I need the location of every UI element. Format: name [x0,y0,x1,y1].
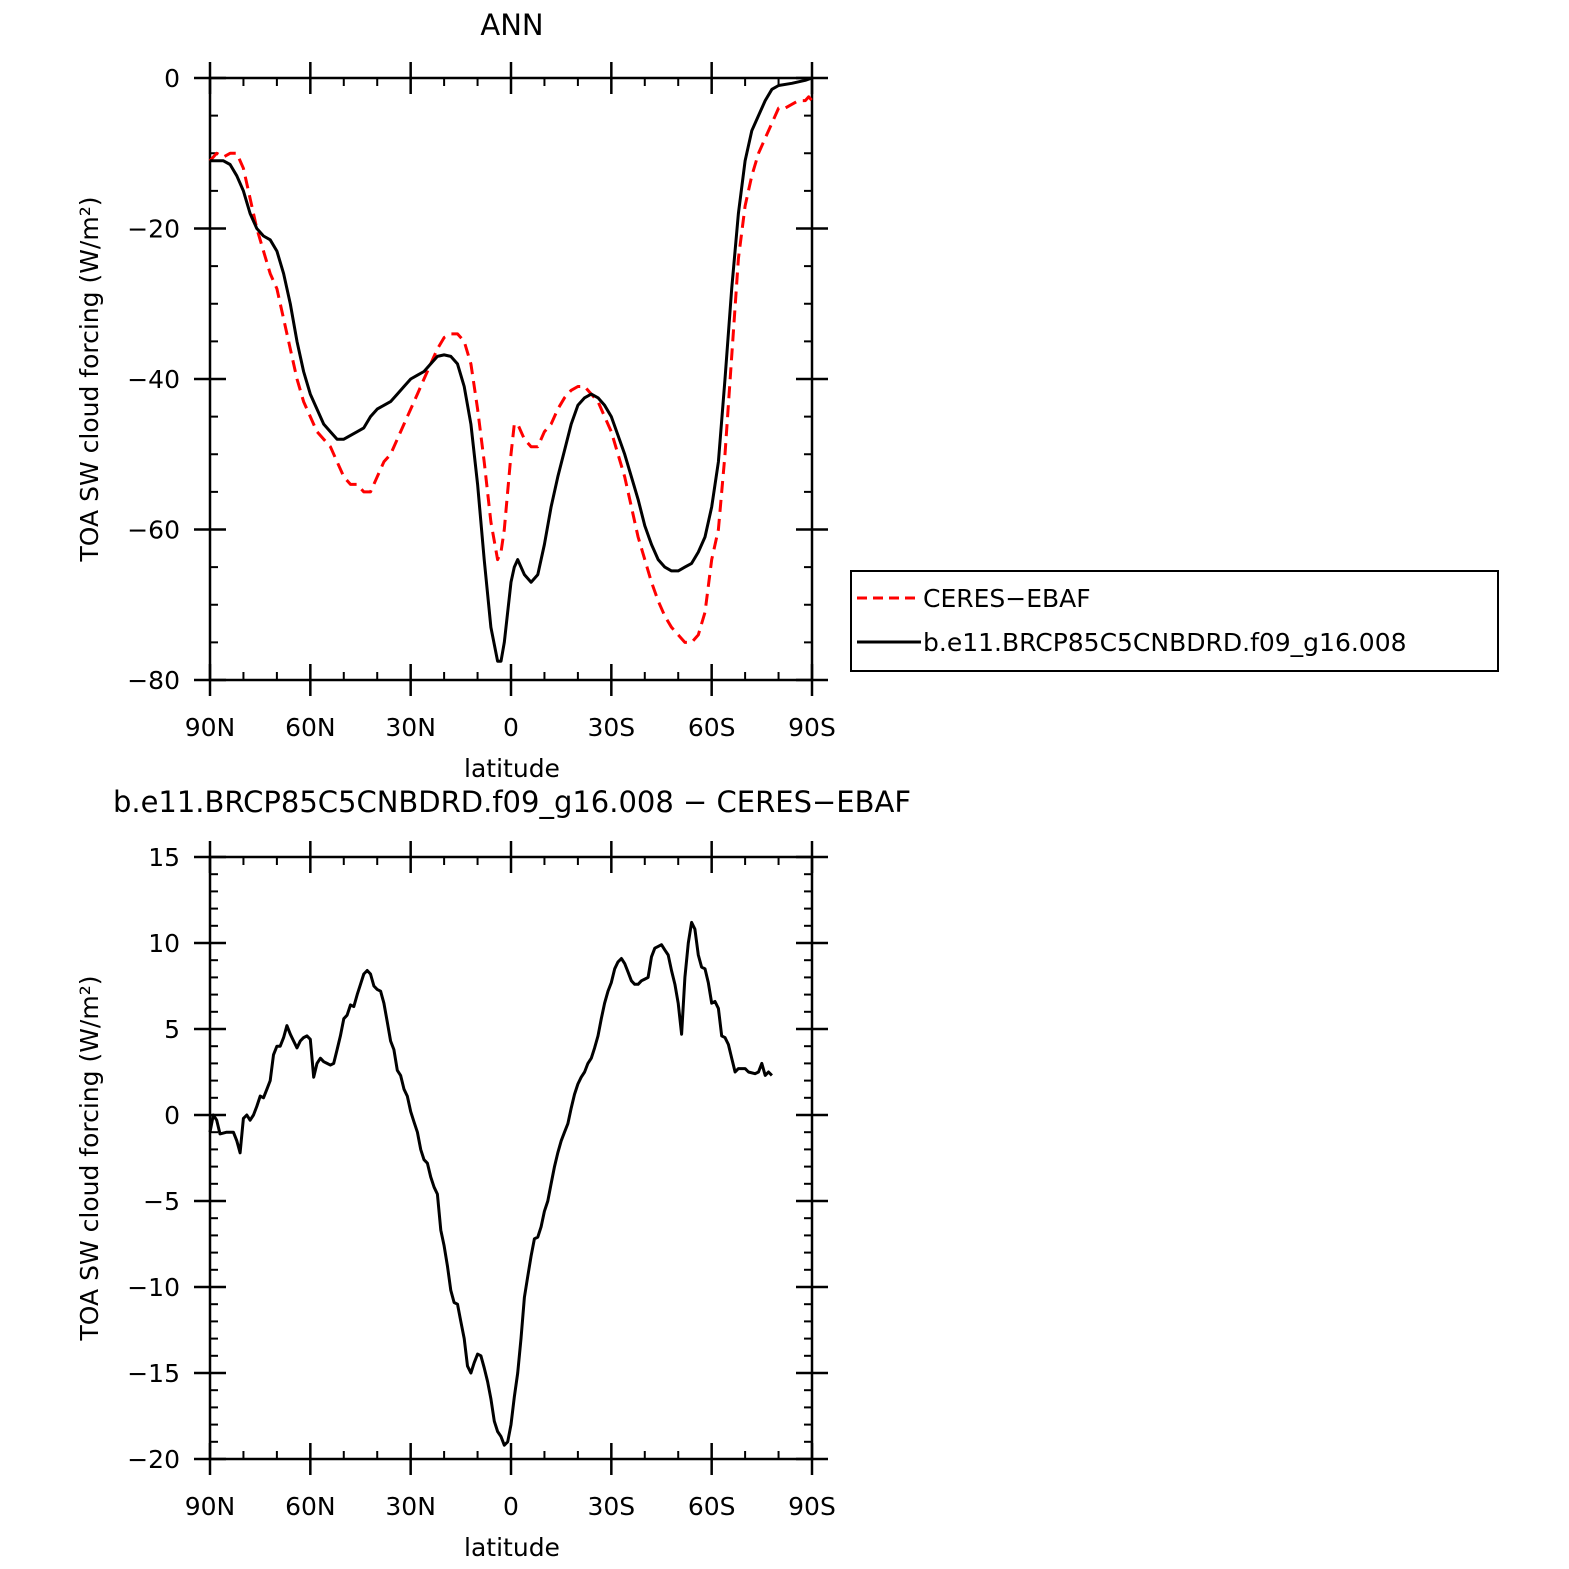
panel1-title: ANN [480,8,543,42]
x-tick-label: 90N [185,1492,236,1521]
x-tick-label: 90N [185,713,236,742]
legend-box [850,570,1499,672]
y-tick-label: −10 [127,1273,180,1302]
series-line-model [210,76,813,663]
x-tick-label: 0 [503,713,519,742]
x-tick-label: 60S [688,713,736,742]
y-tick-label: 5 [164,1015,180,1044]
panel2-ylabel: TOA SW cloud forcing (W/m²) [75,976,104,1342]
legend-label-obs: CERES−EBAF [923,584,1091,613]
x-tick-label: 30S [587,1492,635,1521]
y-tick-label: −80 [127,666,180,695]
series-line-model [208,920,773,1447]
y-tick-label: −15 [127,1359,180,1388]
x-tick-label: 60N [285,1492,336,1521]
x-tick-label: 90S [788,1492,836,1521]
panel2-xlabel: latitude [464,1533,560,1562]
x-tick-label: 60N [285,713,336,742]
y-tick-label: −60 [127,516,180,545]
x-tick-label: 0 [503,1492,519,1521]
panel1-plot: 90N 60N 30N 0 30S 60S 90S 0 −20 −40 −60 −80 [127,62,836,742]
y-tick-label: 10 [148,929,180,958]
panel2-title: b.e11.BRCP85C5CNBDRD.f09_g16.008 − CERES… [113,785,911,819]
panel2-plot: 90N 60N 30N 0 30S 60S 90S 15 10 5 0 −5 −10 −15 −20 [127,841,836,1521]
y-tick-label: 0 [164,64,180,93]
y-tick-label: 15 [148,843,180,872]
x-tick-label: 60S [688,1492,736,1521]
x-tick-label: 30S [587,713,635,742]
legend: CERES−EBAF b.e11.BRCP85C5CNBDRD.f09_g16.… [850,570,1499,672]
y-tick-label: −20 [127,1445,180,1474]
x-tick-label: 90S [788,713,836,742]
y-tick-label: −5 [143,1187,180,1216]
y-tick-label: −40 [127,365,180,394]
y-tick-label: −20 [127,215,180,244]
x-tick-label: 30N [385,1492,436,1521]
y-tick-label: 0 [164,1101,180,1130]
panel1-ylabel: TOA SW cloud forcing (W/m²) [75,197,104,563]
x-tick-label: 30N [385,713,436,742]
panel1-xlabel: latitude [464,754,560,783]
series-line-ceres-ebaf [208,95,814,644]
legend-label-model: b.e11.BRCP85C5CNBDRD.f09_g16.008 [923,628,1407,657]
